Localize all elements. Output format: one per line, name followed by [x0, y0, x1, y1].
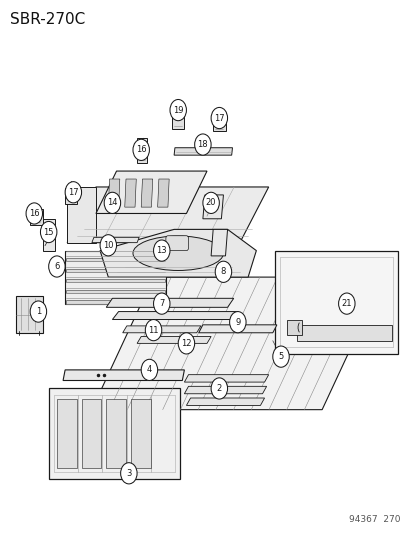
Circle shape: [153, 293, 170, 314]
Text: 18: 18: [197, 140, 208, 149]
Circle shape: [202, 192, 219, 214]
Circle shape: [100, 235, 116, 256]
Text: 10: 10: [103, 241, 113, 250]
Text: 14: 14: [107, 198, 117, 207]
Polygon shape: [100, 229, 256, 277]
Circle shape: [170, 100, 186, 120]
Circle shape: [120, 463, 137, 484]
Circle shape: [145, 319, 161, 341]
Text: 94367  270: 94367 270: [348, 515, 399, 523]
Circle shape: [65, 182, 81, 203]
Polygon shape: [49, 389, 180, 479]
Polygon shape: [81, 399, 101, 468]
Text: 11: 11: [148, 326, 159, 335]
Text: 5: 5: [278, 352, 283, 361]
Polygon shape: [198, 325, 276, 333]
Polygon shape: [66, 301, 164, 304]
Polygon shape: [66, 290, 164, 293]
Text: 7: 7: [159, 299, 164, 308]
Polygon shape: [57, 399, 76, 468]
Text: SBR-270C: SBR-270C: [9, 12, 85, 27]
Text: 12: 12: [181, 339, 191, 348]
Circle shape: [26, 203, 43, 224]
Text: 17: 17: [214, 114, 224, 123]
Circle shape: [229, 312, 245, 333]
Circle shape: [178, 333, 194, 354]
Polygon shape: [66, 258, 164, 261]
Polygon shape: [67, 187, 268, 243]
Circle shape: [194, 134, 211, 155]
Circle shape: [338, 293, 354, 314]
Text: 2: 2: [216, 384, 221, 393]
Text: 9: 9: [235, 318, 240, 327]
Text: 13: 13: [156, 246, 167, 255]
Polygon shape: [184, 375, 268, 382]
Polygon shape: [213, 113, 225, 131]
Polygon shape: [63, 370, 184, 381]
Polygon shape: [184, 386, 266, 394]
Polygon shape: [112, 312, 237, 319]
Text: 19: 19: [173, 106, 183, 115]
Polygon shape: [106, 298, 233, 308]
Text: 21: 21: [341, 299, 351, 308]
Text: 4: 4: [147, 366, 152, 374]
Circle shape: [49, 256, 65, 277]
Polygon shape: [174, 148, 232, 155]
Text: 6: 6: [54, 262, 59, 271]
Text: 16: 16: [135, 146, 146, 155]
Text: 17: 17: [68, 188, 78, 197]
Polygon shape: [96, 171, 206, 214]
Circle shape: [272, 346, 289, 367]
Polygon shape: [202, 195, 223, 219]
Polygon shape: [141, 179, 152, 207]
Polygon shape: [172, 108, 184, 128]
Circle shape: [211, 108, 227, 128]
Circle shape: [215, 261, 231, 282]
Polygon shape: [43, 219, 55, 251]
Text: 20: 20: [205, 198, 216, 207]
Text: 15: 15: [43, 228, 54, 237]
Polygon shape: [108, 179, 119, 207]
Polygon shape: [137, 138, 147, 163]
Polygon shape: [65, 188, 77, 204]
Polygon shape: [287, 319, 301, 335]
Text: 1: 1: [36, 307, 41, 316]
Circle shape: [211, 378, 227, 399]
Circle shape: [40, 221, 57, 243]
Circle shape: [141, 359, 157, 381]
Circle shape: [104, 192, 120, 214]
Polygon shape: [297, 325, 391, 341]
Polygon shape: [16, 296, 43, 333]
Polygon shape: [274, 251, 397, 354]
Polygon shape: [157, 179, 169, 207]
Circle shape: [30, 301, 47, 322]
Polygon shape: [124, 179, 136, 207]
Polygon shape: [92, 277, 383, 410]
Circle shape: [153, 240, 170, 261]
Polygon shape: [65, 251, 166, 304]
Polygon shape: [66, 269, 164, 272]
Polygon shape: [66, 279, 164, 282]
Text: 8: 8: [220, 268, 225, 276]
Ellipse shape: [133, 236, 223, 270]
Polygon shape: [92, 237, 139, 243]
Polygon shape: [131, 399, 150, 468]
Text: 3: 3: [126, 469, 131, 478]
Circle shape: [133, 139, 149, 160]
Polygon shape: [186, 398, 264, 406]
Polygon shape: [30, 209, 43, 225]
Polygon shape: [122, 326, 200, 333]
Polygon shape: [137, 336, 211, 343]
Polygon shape: [106, 399, 126, 468]
Polygon shape: [67, 187, 96, 243]
Polygon shape: [211, 229, 227, 256]
FancyBboxPatch shape: [166, 236, 188, 251]
Text: 16: 16: [29, 209, 40, 218]
